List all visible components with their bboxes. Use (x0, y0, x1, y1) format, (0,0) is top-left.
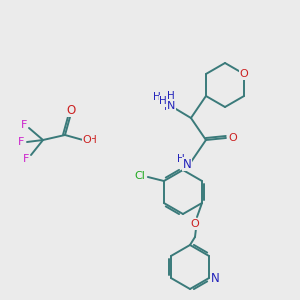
Text: N: N (211, 272, 219, 286)
Text: Cl: Cl (134, 171, 145, 181)
Text: N: N (167, 101, 175, 111)
Text: N: N (164, 102, 172, 112)
Text: F: F (18, 137, 24, 147)
Text: H: H (162, 96, 170, 106)
Text: H: H (159, 96, 167, 106)
Text: O: O (229, 133, 237, 143)
Text: H: H (167, 91, 175, 101)
Text: O: O (240, 69, 248, 79)
Text: N: N (183, 158, 191, 170)
Text: F: F (23, 154, 29, 164)
Text: O: O (82, 135, 91, 145)
Text: O: O (66, 103, 76, 116)
Text: O: O (190, 219, 200, 229)
Text: F: F (21, 120, 27, 130)
Text: H: H (177, 154, 185, 164)
Text: H: H (89, 135, 97, 145)
Text: H: H (153, 92, 161, 102)
